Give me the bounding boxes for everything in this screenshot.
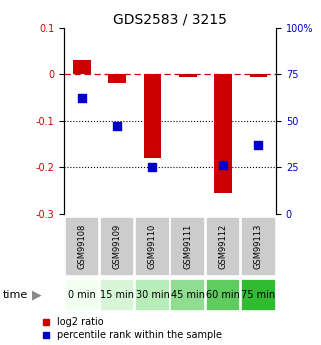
- Bar: [100, 279, 134, 311]
- Point: [150, 165, 155, 170]
- Bar: [170, 217, 205, 276]
- Text: 0 min: 0 min: [68, 290, 96, 300]
- Text: GSM99108: GSM99108: [77, 224, 86, 269]
- Bar: [170, 279, 205, 311]
- Point: [256, 142, 261, 148]
- Text: GSM99111: GSM99111: [183, 224, 192, 269]
- Text: time: time: [3, 290, 29, 300]
- Point: [221, 163, 226, 168]
- Bar: [241, 217, 276, 276]
- Bar: [73, 60, 91, 74]
- Text: GSM99110: GSM99110: [148, 224, 157, 269]
- Bar: [135, 217, 170, 276]
- Text: ▶: ▶: [32, 288, 42, 302]
- Bar: [108, 74, 126, 83]
- Legend: log2 ratio, percentile rank within the sample: log2 ratio, percentile rank within the s…: [43, 317, 222, 340]
- Point: [115, 124, 120, 129]
- Title: GDS2583 / 3215: GDS2583 / 3215: [113, 12, 227, 27]
- Bar: [179, 74, 196, 77]
- Text: 30 min: 30 min: [135, 290, 169, 300]
- Bar: [206, 217, 240, 276]
- Text: 15 min: 15 min: [100, 290, 134, 300]
- Text: GSM99113: GSM99113: [254, 224, 263, 269]
- Text: GSM99112: GSM99112: [219, 224, 228, 269]
- Bar: [249, 74, 267, 77]
- Bar: [65, 217, 99, 276]
- Text: 75 min: 75 min: [241, 290, 275, 300]
- Point: [79, 96, 84, 101]
- Bar: [100, 217, 134, 276]
- Bar: [214, 74, 232, 193]
- Bar: [135, 279, 170, 311]
- Bar: [241, 279, 276, 311]
- Bar: [143, 74, 161, 158]
- Bar: [206, 279, 240, 311]
- Text: GSM99109: GSM99109: [113, 224, 122, 269]
- Text: 45 min: 45 min: [171, 290, 205, 300]
- Text: 60 min: 60 min: [206, 290, 240, 300]
- Bar: [65, 279, 99, 311]
